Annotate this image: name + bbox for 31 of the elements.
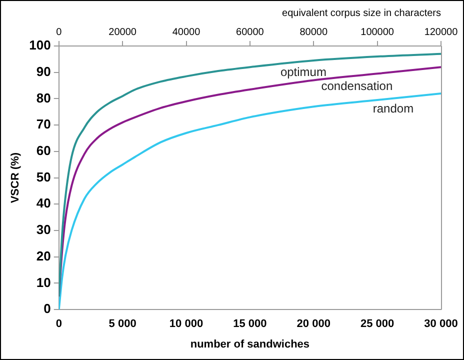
y-tick-label: 100 [29, 38, 51, 53]
x-tick-label: 20 000 [296, 318, 330, 330]
y-tick-label: 80 [36, 90, 51, 106]
y-tick-label: 20 [36, 248, 51, 264]
x2-tick-label: 0 [56, 26, 62, 38]
x2-tick-label: 100000 [360, 26, 394, 38]
y-tick-label: 10 [36, 274, 51, 290]
y-tick-label: 60 [36, 143, 51, 158]
y-tick-label: 0 [44, 301, 51, 316]
y-axis-title: VSCR (%) [10, 152, 22, 204]
x2-tick-label: 20000 [108, 26, 137, 38]
x2-tick-label: 60000 [236, 26, 264, 38]
x-tick-label: 5 000 [108, 318, 136, 330]
x-tick-label: 10 000 [169, 318, 204, 330]
x2-tick-label: 80000 [300, 26, 328, 38]
y-tick-label: 30 [36, 222, 51, 238]
y-tick-label: 40 [36, 196, 51, 211]
x-tick-label: 15 000 [233, 318, 267, 330]
x-tick-label: 30 000 [424, 318, 458, 330]
series-label: random [372, 102, 414, 116]
y-tick-label: 70 [36, 116, 51, 132]
x-tick-label: 25 000 [360, 318, 394, 330]
series-label: condensation [321, 79, 393, 94]
x-tick-label: 0 [56, 318, 62, 330]
y-tick-label: 50 [36, 169, 51, 184]
x2-tick-label: 40000 [172, 26, 201, 38]
x2-tick-label: 120000 [424, 26, 458, 38]
x2-axis-title: equivalent corpus size in characters [282, 8, 441, 19]
series-label: optimum [280, 64, 326, 79]
y-tick-label: 90 [36, 64, 51, 79]
x-axis-title: number of sandwiches [190, 338, 310, 350]
